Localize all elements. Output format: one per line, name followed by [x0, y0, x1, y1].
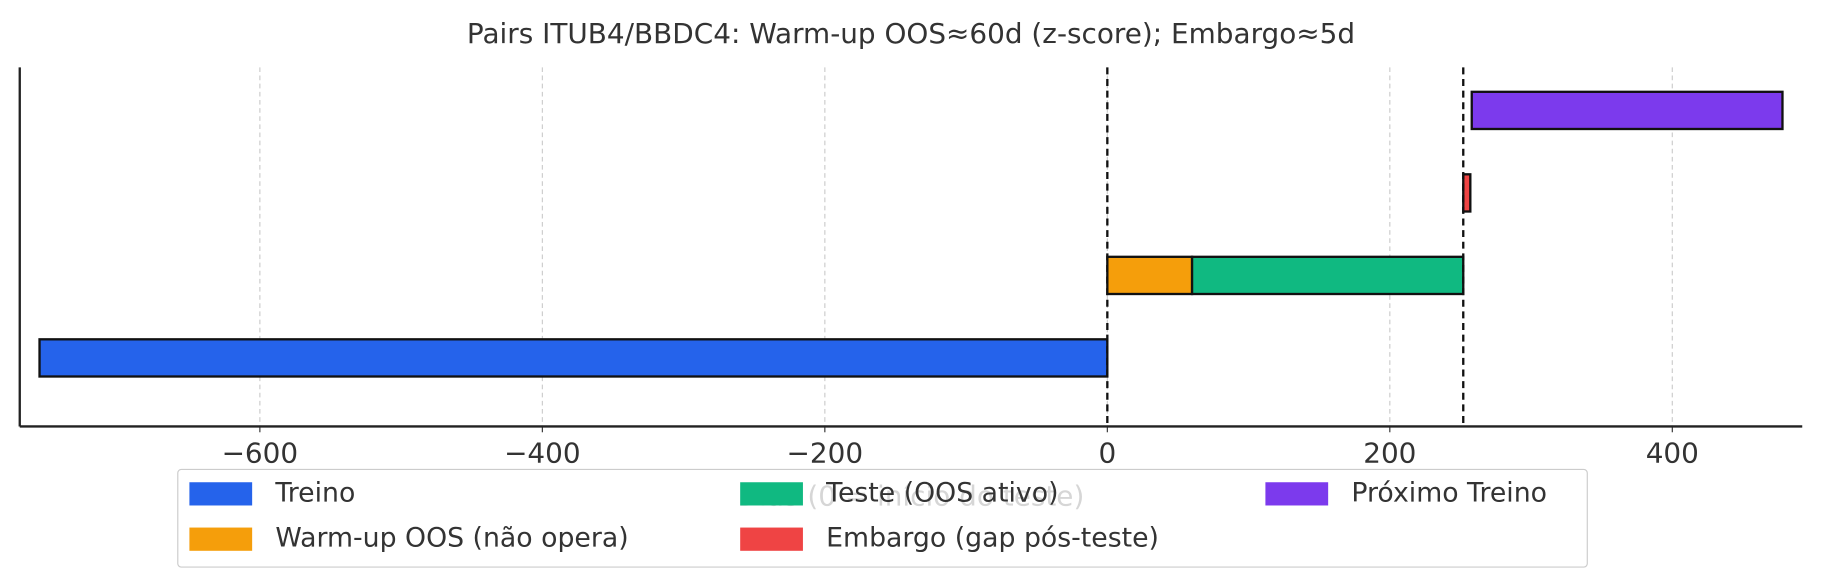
- x-tick-label: 200: [1363, 436, 1416, 469]
- legend-swatch: [189, 527, 253, 551]
- legend-label: Próximo Treino: [1351, 477, 1547, 508]
- legend-label: Warm-up OOS (não opera): [275, 523, 628, 554]
- bar: [1106, 255, 1194, 296]
- bar: [1190, 255, 1465, 296]
- x-tick-label: −400: [504, 436, 581, 469]
- x-tick-label: −600: [222, 436, 299, 469]
- legend-swatch: [1265, 482, 1329, 506]
- legend-swatch: [189, 482, 253, 506]
- bar: [1470, 90, 1784, 131]
- legend-swatch: [740, 527, 803, 551]
- x-tick-label: 400: [1646, 436, 1699, 469]
- legend-label: Treino: [274, 477, 355, 508]
- legend-box: [177, 468, 1588, 568]
- chart-title: Pairs ITUB4/BBDC4: Warm-up OOS≈60d (z-sc…: [467, 17, 1355, 50]
- legend-swatch: [740, 482, 803, 506]
- legend-label: Embargo (gap pós-teste): [826, 523, 1159, 554]
- legend-label: Teste (OOS ativo): [825, 477, 1058, 508]
- bar: [1462, 173, 1472, 213]
- bar: [38, 338, 1109, 378]
- x-tick-label: 0: [1098, 436, 1116, 469]
- x-tick-label: −200: [787, 436, 864, 469]
- legend: Treino Warm-up OOS (não opera) Teste (OOS …: [177, 468, 1588, 568]
